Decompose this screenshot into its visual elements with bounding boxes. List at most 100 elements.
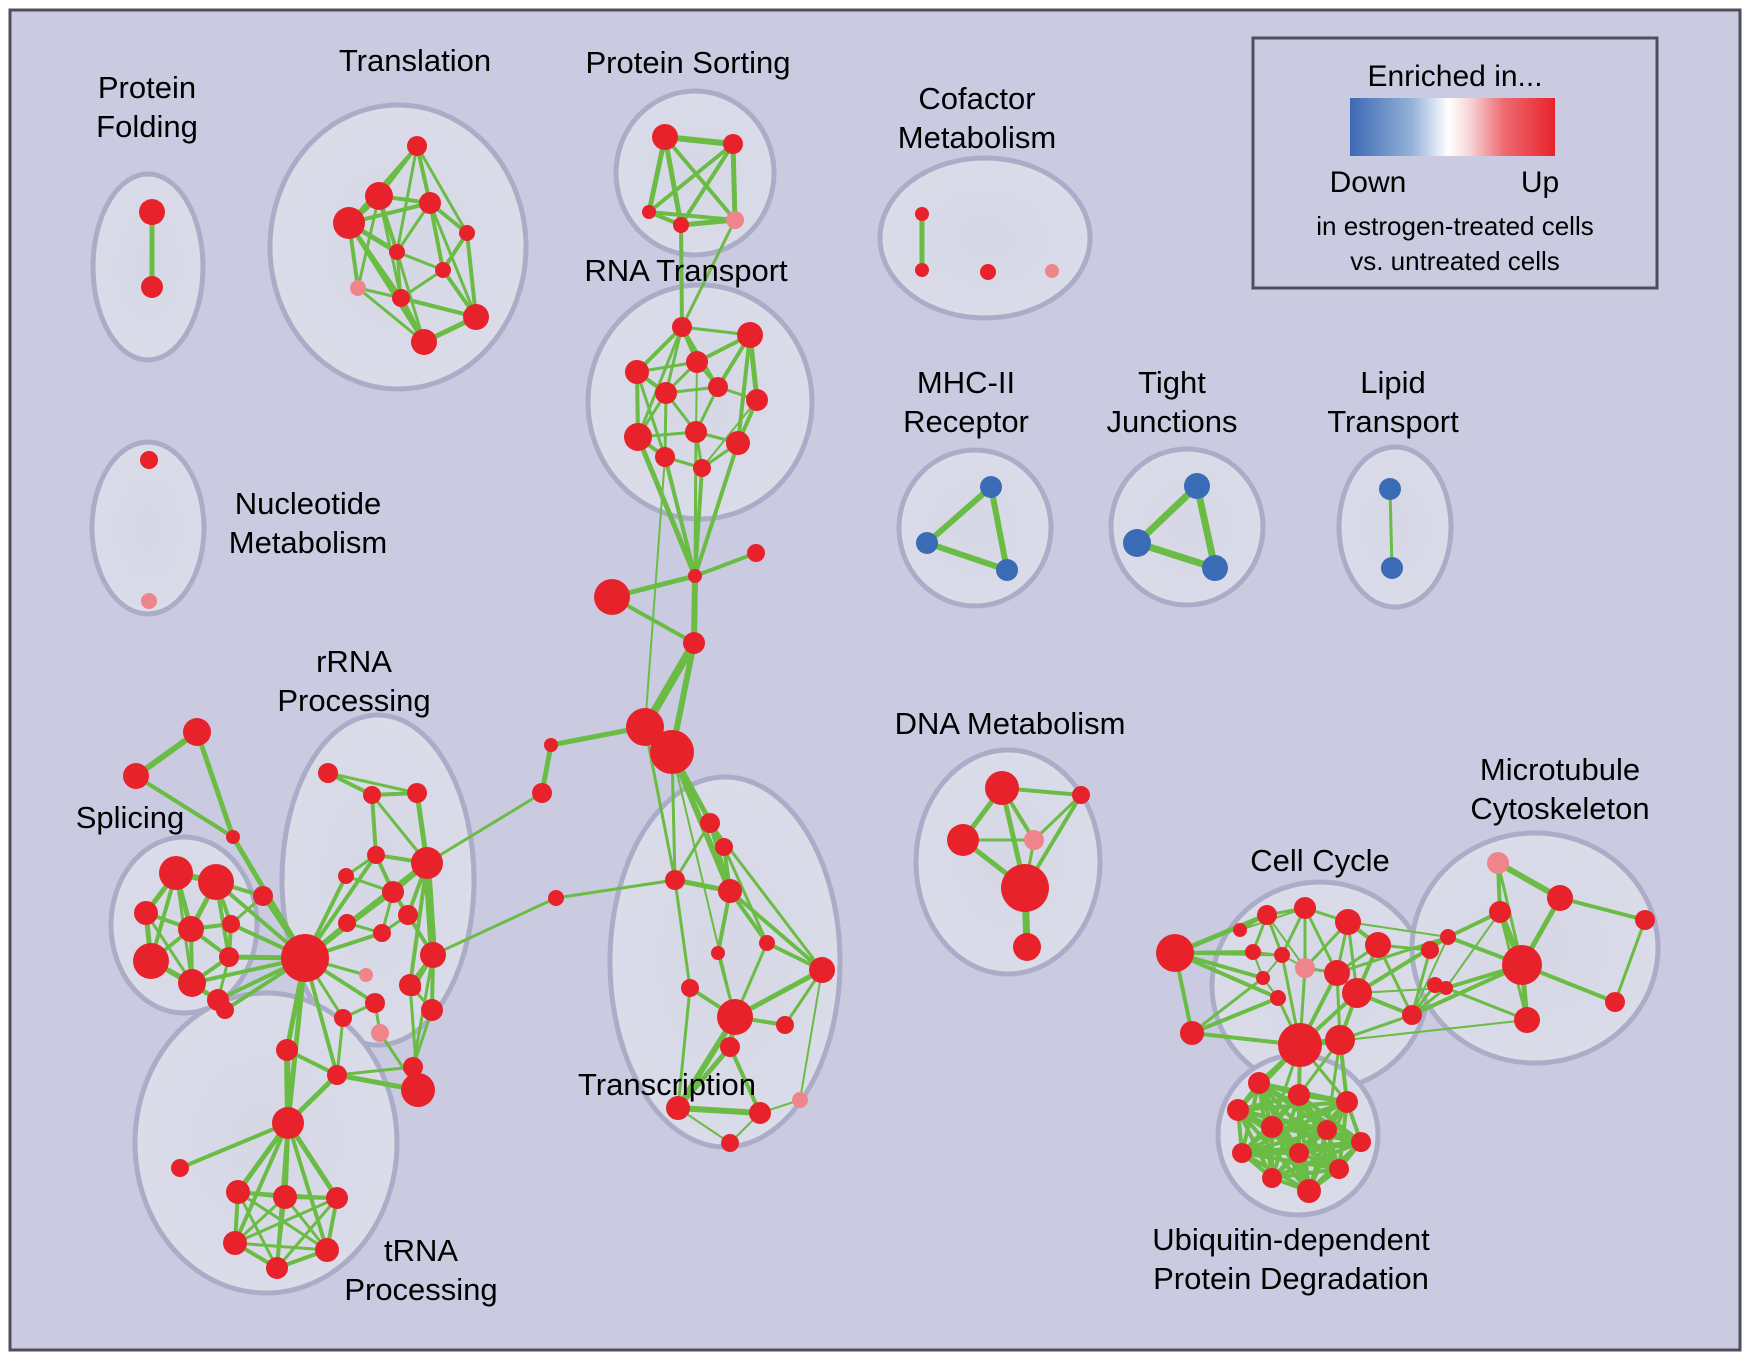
gene-set-node-red: [721, 1134, 739, 1152]
network-edge: [1298, 1140, 1362, 1155]
gene-set-node-pink: [726, 211, 744, 229]
gene-set-node-red: [420, 942, 446, 968]
network-edge: [1032, 793, 1083, 842]
gene-set-node-red: [1514, 1007, 1540, 1033]
gene-set-node-red: [403, 1057, 423, 1077]
gene-set-node-red: [985, 771, 1019, 805]
network-edge: [988, 486, 1010, 571]
gene-set-node-red: [459, 225, 475, 241]
network-edge: [676, 1045, 732, 1110]
gene-set-node-red: [141, 276, 163, 298]
network-edge: [695, 361, 698, 433]
gene-set-node-blue: [980, 476, 1002, 498]
network-edge: [1445, 986, 1528, 1022]
cluster-label-lipid-transport: Transport: [1327, 404, 1459, 439]
gene-set-node-red: [1274, 947, 1290, 963]
gene-set-node-red: [686, 351, 708, 373]
gene-set-node-red: [720, 1037, 740, 1057]
gene-set-node-red: [1297, 1179, 1321, 1203]
cluster-label-dna-metabolism: DNA Metabolism: [895, 706, 1126, 741]
gene-set-node-red: [226, 830, 240, 844]
gene-set-node-red: [401, 1073, 435, 1107]
gene-set-node-red: [222, 915, 240, 933]
gene-set-node-red: [1335, 909, 1361, 935]
gene-set-node-red: [253, 886, 273, 906]
network-edge: [925, 484, 993, 546]
network-edge: [1191, 996, 1279, 1035]
cluster-label-microtubule-cytoskeleton: Cytoskeleton: [1470, 791, 1649, 826]
network-edge: [432, 896, 557, 957]
legend-subtitle-line1: in estrogen-treated cells: [1316, 211, 1593, 241]
legend-gradient-bar: [1350, 98, 1555, 156]
gene-set-node-blue: [996, 559, 1018, 581]
network-edge: [1237, 1100, 1348, 1112]
gene-set-node-red: [624, 423, 652, 451]
gene-set-node-pink: [1045, 264, 1059, 278]
network-edge: [736, 334, 752, 444]
gene-set-node-red: [723, 134, 743, 154]
gene-set-node-red: [1232, 1143, 1252, 1163]
gene-set-node-red: [367, 846, 385, 864]
network-edge: [1241, 1128, 1328, 1155]
network-nodes: [123, 124, 1655, 1279]
network-edge: [722, 846, 769, 944]
gene-set-node-pink: [141, 593, 157, 609]
network-edge: [357, 286, 425, 344]
gene-set-node-red: [1605, 992, 1625, 1012]
network-edge: [679, 224, 684, 328]
network-edge: [275, 1197, 339, 1269]
gene-set-node-red: [315, 1238, 339, 1262]
cluster-ellipse-protein-folding: [90, 171, 206, 363]
gene-set-node-red: [389, 244, 405, 260]
network-edge: [234, 1196, 338, 1245]
cluster-label-mhc-ii-receptor: MHC-II: [917, 365, 1015, 400]
gene-set-node-red: [700, 813, 720, 833]
gene-set-node-red: [1547, 885, 1573, 911]
gene-set-node-red: [1635, 910, 1655, 930]
gene-set-node-red: [650, 730, 694, 774]
gene-set-node-red: [1257, 905, 1277, 925]
network-edge: [233, 1122, 290, 1244]
gene-set-node-red: [626, 708, 664, 746]
gene-set-node-pink: [792, 1092, 808, 1108]
gene-set-node-blue: [1379, 478, 1401, 500]
gene-set-node-red: [326, 1187, 348, 1209]
gene-set-node-red: [365, 993, 385, 1013]
gene-set-node-red: [373, 924, 391, 942]
gene-set-node-red: [685, 421, 707, 443]
gene-set-node-red: [1489, 901, 1511, 923]
network-edge: [1445, 911, 1501, 989]
network-edge: [728, 1046, 762, 1114]
cluster-label-translation: Translation: [339, 43, 491, 78]
cluster-ellipse-tight-junctions: [1108, 446, 1266, 608]
gene-set-node-red: [737, 322, 763, 348]
network-edge: [644, 456, 666, 728]
network-edge: [1191, 976, 1264, 1035]
gene-set-node-red: [223, 1231, 247, 1255]
gene-set-node-red: [333, 207, 365, 239]
cluster-label-tight-junctions: Tight: [1138, 365, 1206, 400]
network-edge: [426, 791, 543, 865]
gene-set-node-red: [711, 946, 725, 960]
legend-down-label: Down: [1330, 166, 1407, 199]
network-edge: [647, 142, 735, 214]
gene-set-node-red: [1402, 1005, 1422, 1025]
cluster-label-protein-folding: Protein: [98, 70, 196, 105]
cluster-label-trna-processing: tRNA: [384, 1233, 458, 1268]
cluster-label-tight-junctions: Junctions: [1107, 404, 1238, 439]
gene-set-node-red: [411, 329, 437, 355]
gene-set-node-red: [544, 738, 558, 752]
gene-set-node-red: [1270, 990, 1286, 1006]
cluster-label-microtubule-cytoskeleton: Microtubule: [1480, 752, 1640, 787]
cluster-label-rrna-processing: Processing: [277, 683, 430, 718]
gene-set-node-red: [407, 783, 427, 803]
gene-set-node-red: [681, 979, 699, 997]
gene-set-node-red: [219, 947, 239, 967]
gene-set-node-red: [363, 786, 381, 804]
gene-set-node-red: [338, 868, 354, 884]
network-edge: [1411, 936, 1449, 1016]
network-edge: [680, 219, 737, 328]
gene-set-node-red: [717, 999, 753, 1035]
gene-set-node-red: [1351, 1132, 1371, 1152]
